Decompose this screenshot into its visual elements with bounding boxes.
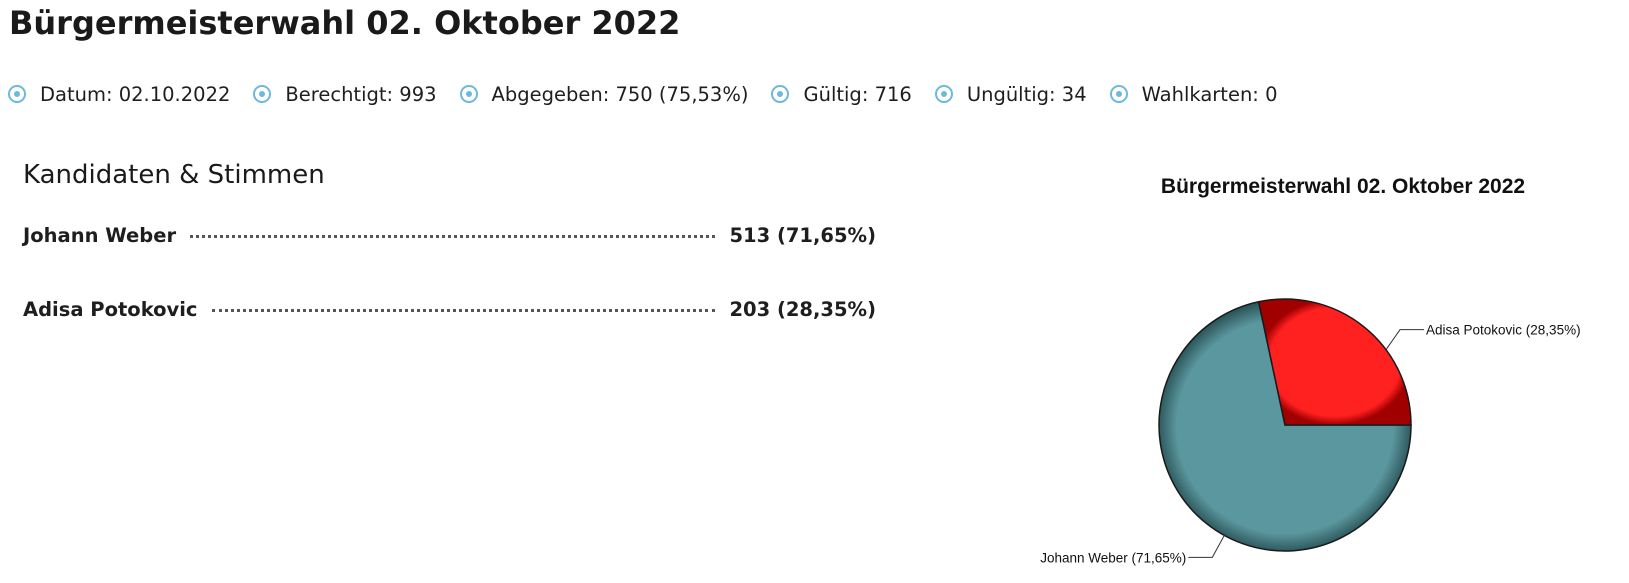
radio-circle-icon [1109,85,1128,103]
candidates-section-title: Kandidaten & Stimmen [23,160,325,190]
stat-eligible: Berechtigt: 993 [253,82,437,106]
candidate-row: Adisa Potokovic 203 (28,35%) [23,294,876,324]
pie-chart-svg: Bürgermeisterwahl 02. Oktober 2022 Adisa… [1040,175,1581,565]
stat-label: Abgegeben: 750 (75,53%) [491,82,749,106]
dotted-leader [190,234,716,238]
pie-slice-johann-weber [1158,300,1412,552]
page-title: Bürgermeisterwahl 02. Oktober 2022 [9,4,681,42]
stat-label: Berechtigt: 993 [285,82,437,106]
candidate-votes: 513 (71,65%) [729,223,876,247]
radio-circle-icon [771,85,790,103]
dotted-leader [211,308,716,312]
stat-cast: Abgegeben: 750 (75,53%) [459,82,749,106]
stat-label: Datum: 02.10.2022 [40,82,231,106]
radio-circle-icon [934,85,953,103]
candidate-votes: 203 (28,35%) [729,297,876,321]
radio-circle-icon [8,85,26,103]
radio-circle-icon [459,85,478,103]
candidate-row: Johann Weber 513 (71,65%) [23,220,876,250]
stat-invalid: Ungültig: 34 [934,82,1087,106]
stat-date: Datum: 02.10.2022 [8,83,230,106]
pie-slice-johann-weber-label: Johann Weber (71,65%) [1040,550,1186,565]
pie-chart: Bürgermeisterwahl 02. Oktober 2022 Adisa… [1030,165,1629,583]
pie-slice-adisa-potokovic-leader-line [1385,329,1425,350]
candidate-name: Johann Weber [23,223,177,247]
stat-label: Ungültig: 34 [966,82,1087,106]
stat-label: Gültig: 716 [803,82,912,106]
stat-postal-votes: Wahlkarten: 0 [1109,82,1278,106]
chart-title: Bürgermeisterwahl 02. Oktober 2022 [1161,175,1525,198]
candidate-name: Adisa Potokovic [23,297,198,321]
election-stats-bar: Datum: 02.10.2022 Berechtigt: 993 Abgege… [8,80,1300,108]
stat-label: Wahlkarten: 0 [1141,82,1278,106]
radio-circle-icon [253,85,272,103]
pie-slice-johann-weber-leader-line [1188,535,1225,558]
pie-slice-adisa-potokovic-label: Adisa Potokovic (28,35%) [1426,323,1581,338]
pie-slice-adisa-potokovic [1257,298,1412,426]
stat-valid: Gültig: 716 [771,82,912,106]
